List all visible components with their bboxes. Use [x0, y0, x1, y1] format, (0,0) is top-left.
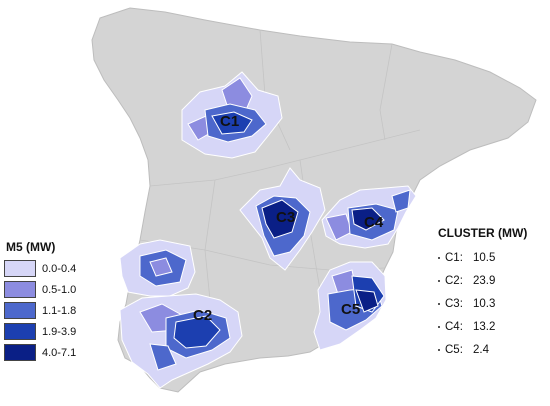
bullet-icon	[438, 325, 440, 328]
legend-m5-item: 4.0-7.1	[4, 342, 76, 363]
legend-swatch-2	[4, 302, 36, 319]
legend-swatch-0	[4, 260, 36, 277]
cluster-label-c3: C3	[276, 209, 295, 226]
cluster-entry: C4: 13.2	[438, 315, 527, 338]
cluster-entry: C2: 23.9	[438, 269, 527, 292]
legend-label-1: 0.5-1.0	[42, 283, 77, 296]
cluster-id: C4:	[445, 320, 463, 333]
legend-m5-item: 0.5-1.0	[4, 279, 76, 300]
cluster-value: 2.4	[473, 343, 489, 356]
cluster-label-c1: C1	[220, 113, 239, 130]
cluster-id: C3:	[445, 297, 463, 310]
legend-swatch-3	[4, 323, 36, 340]
cluster-value: 13.2	[473, 320, 496, 333]
cluster-c3-region	[239, 167, 326, 271]
legend-m5-title: M5 (MW)	[6, 240, 56, 254]
cluster-c5-region	[313, 261, 387, 351]
cluster-entry: C1: 10.5	[438, 246, 527, 269]
legend-label-3: 1.9-3.9	[42, 325, 77, 338]
legend-m5-item: 0.0-0.4	[4, 258, 76, 279]
legend-label-4: 4.0-7.1	[42, 346, 77, 359]
cluster-c4-region	[321, 185, 417, 249]
cluster-value: 10.3	[473, 297, 496, 310]
cluster-entry: C5: 2.4	[438, 338, 527, 361]
cluster-value: 23.9	[473, 274, 496, 287]
legend-cluster: CLUSTER (MW) C1: 10.5 C2: 23.9 C3: 10.3 …	[438, 226, 527, 361]
legend-label-0: 0.0-0.4	[42, 262, 77, 275]
bullet-icon	[438, 302, 440, 305]
legend-swatch-1	[4, 281, 36, 298]
cluster-value: 10.5	[473, 251, 496, 264]
cluster-c2-region	[119, 239, 243, 389]
cluster-label-c4: C4	[364, 214, 384, 231]
cluster-label-c2: C2	[193, 307, 212, 324]
bullet-icon	[438, 348, 440, 351]
bullet-icon	[438, 279, 440, 282]
legend-m5-item: 1.9-3.9	[4, 321, 76, 342]
cluster-label-c5: C5	[341, 301, 360, 318]
legend-m5-item: 1.1-1.8	[4, 300, 76, 321]
cluster-id: C1:	[445, 251, 463, 264]
legend-swatch-4	[4, 344, 36, 361]
cluster-id: C5:	[445, 343, 463, 356]
cluster-entry: C3: 10.3	[438, 292, 527, 315]
legend-label-2: 1.1-1.8	[42, 304, 77, 317]
legend-m5: M5 (MW) 0.0-0.4 0.5-1.0 1.1-1.8 1.9-3.9 …	[4, 240, 76, 363]
cluster-c1-region	[181, 71, 283, 159]
bullet-icon	[438, 256, 440, 259]
legend-cluster-title: CLUSTER (MW)	[438, 226, 528, 240]
cluster-id: C2:	[445, 274, 463, 287]
